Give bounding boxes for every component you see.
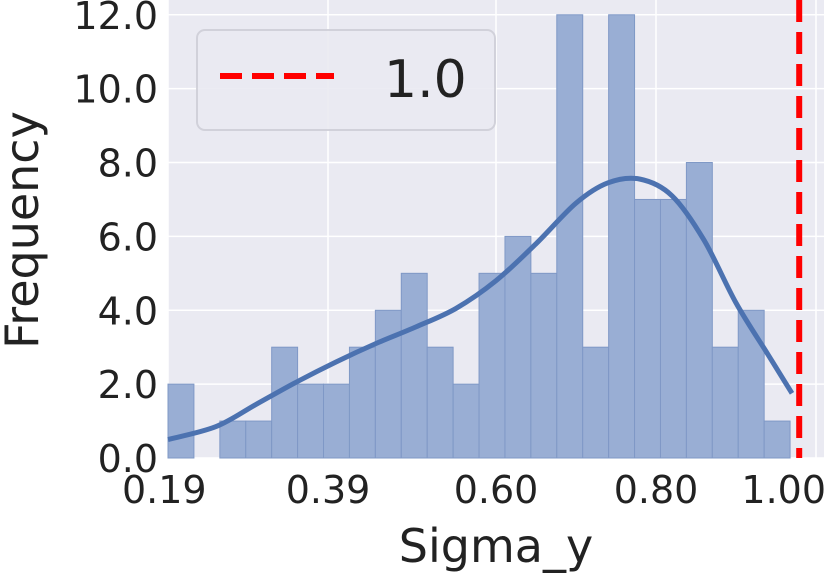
histogram-bar-12 <box>478 272 506 459</box>
x-tick-label: 0.39 <box>286 468 371 512</box>
y-tick-label: 2.0 <box>98 363 158 407</box>
x-tick-label: 0.80 <box>614 468 699 512</box>
histogram-bar-3 <box>245 420 273 459</box>
histogram-bar-10 <box>426 346 454 459</box>
histogram-bar-15 <box>556 14 584 459</box>
y-tick-label: 6.0 <box>98 215 158 259</box>
histogram-bar-16 <box>582 346 610 459</box>
y-tick-label: 4.0 <box>98 289 158 333</box>
histogram-bar-7 <box>348 346 376 459</box>
histogram-bar-19 <box>659 198 687 459</box>
histogram-bars <box>167 14 791 459</box>
histogram-bar-2 <box>219 420 247 459</box>
histogram-bar-22 <box>737 309 765 459</box>
histogram-bar-13 <box>504 235 532 459</box>
histogram-bar-20 <box>685 162 713 459</box>
histogram-bar-5 <box>297 383 325 459</box>
y-tick-labels: 0.0 2.0 4.0 6.0 8.0 10.0 12.0 <box>73 0 158 481</box>
y-tick-label: 0.0 <box>98 437 158 481</box>
x-tick-label: 0.60 <box>454 468 539 512</box>
y-axis-label: Frequency <box>0 111 49 349</box>
y-tick-label: 10.0 <box>73 68 158 112</box>
histogram-bar-4 <box>271 346 299 459</box>
histogram-bar-6 <box>323 383 350 459</box>
histogram-bar-23 <box>763 420 791 459</box>
legend-label: 1.0 <box>384 50 467 110</box>
histogram-bar-11 <box>452 383 480 459</box>
legend: 1.0 <box>196 29 496 131</box>
x-tick-label: 1.00 <box>741 468 826 512</box>
x-tick-labels: 0.19 0.39 0.60 0.80 1.00 <box>122 468 826 512</box>
y-tick-label: 12.0 <box>73 0 158 38</box>
histogram-bar-14 <box>530 272 558 459</box>
kde-curve <box>167 175 795 442</box>
y-tick-label: 8.0 <box>98 142 158 186</box>
histogram-bar-0 <box>167 383 195 459</box>
x-axis-label: Sigma_y <box>399 519 593 573</box>
histogram-bar-17 <box>608 14 636 459</box>
histogram-bar-21 <box>711 346 739 459</box>
x-tick-label: 0.19 <box>122 468 207 512</box>
histogram-bar-9 <box>400 272 428 459</box>
legend-box <box>196 29 496 131</box>
histogram-bar-18 <box>634 198 661 459</box>
